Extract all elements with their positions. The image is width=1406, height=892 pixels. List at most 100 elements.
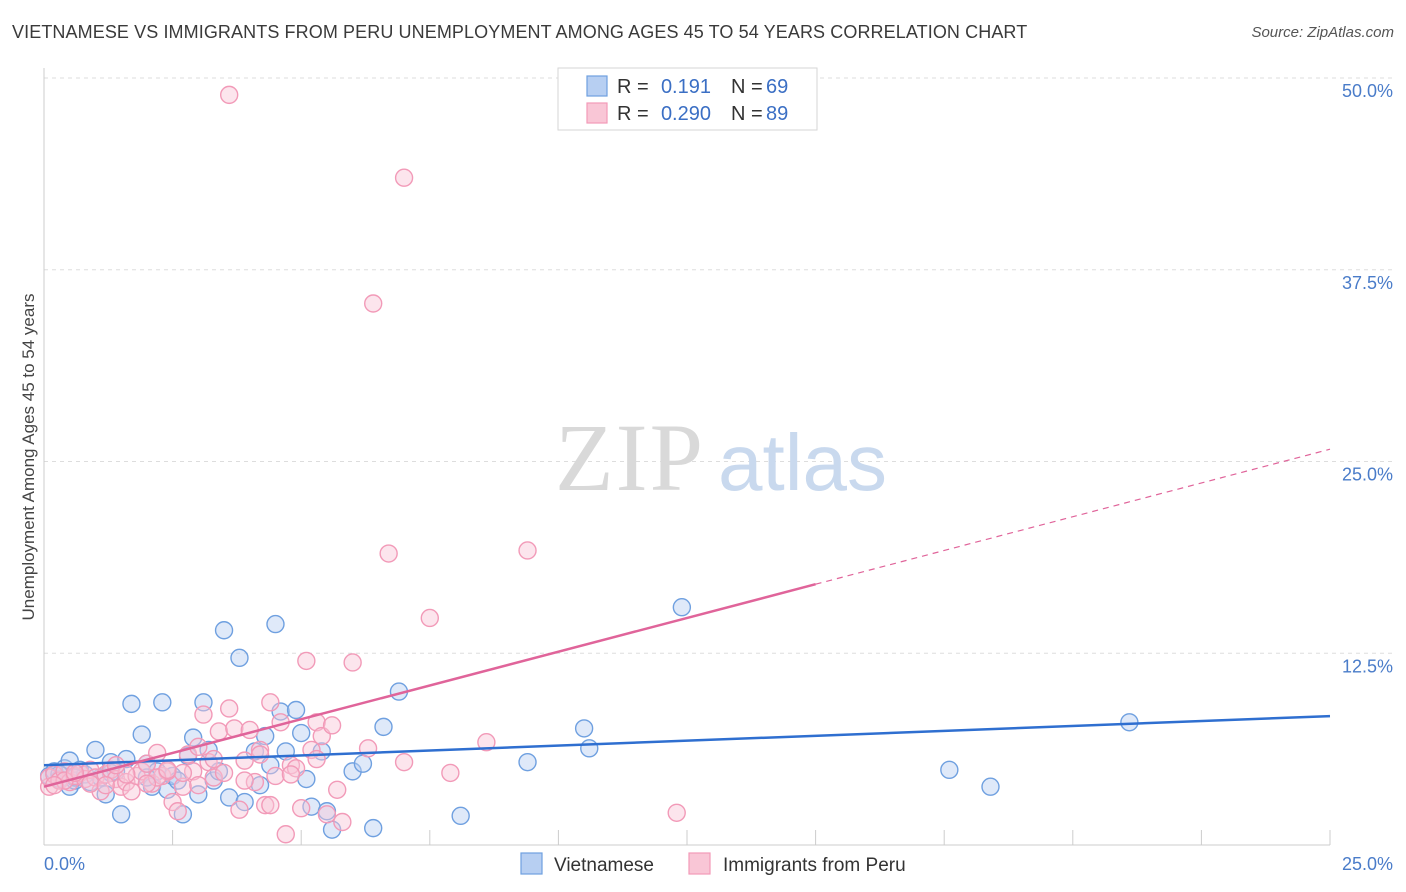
data-point xyxy=(158,760,177,780)
data-point xyxy=(122,694,141,714)
data-point xyxy=(230,800,249,819)
bottom-legend-swatch xyxy=(520,852,543,875)
y-tick-label: 12.5% xyxy=(1342,656,1393,676)
x-tick-label: 0.0% xyxy=(44,854,85,874)
legend-r-label: R = xyxy=(617,103,649,125)
data-point xyxy=(343,653,362,672)
data-point xyxy=(266,614,285,634)
y-tick-label: 37.5% xyxy=(1342,273,1393,293)
data-point xyxy=(518,752,537,772)
data-point xyxy=(374,717,393,737)
legend-n-label: N = xyxy=(731,76,763,98)
data-point xyxy=(255,795,275,815)
legend-swatch xyxy=(586,102,608,124)
data-point xyxy=(183,728,203,747)
data-point xyxy=(117,772,136,792)
data-point xyxy=(173,805,193,824)
legend-r-label: R = xyxy=(617,76,649,98)
trend-line xyxy=(43,583,816,788)
data-point xyxy=(86,740,105,760)
data-point xyxy=(292,723,311,743)
data-point xyxy=(250,740,270,760)
data-point xyxy=(122,782,141,801)
data-point xyxy=(132,725,151,744)
data-point xyxy=(168,802,187,821)
bottom-legend-label: Vietnamese xyxy=(554,855,654,876)
y-tick-label: 50.0% xyxy=(1342,81,1393,101)
data-point xyxy=(281,765,301,784)
data-point xyxy=(1120,713,1139,732)
data-point xyxy=(667,803,686,822)
data-point xyxy=(477,733,496,752)
legend-n-value: 89 xyxy=(766,103,788,125)
legend-n-value: 69 xyxy=(766,76,788,98)
data-point xyxy=(580,739,599,758)
data-point xyxy=(292,798,311,818)
data-point xyxy=(209,722,229,741)
data-point xyxy=(173,763,193,783)
data-point xyxy=(286,700,306,720)
data-point xyxy=(173,777,193,796)
data-point xyxy=(379,544,398,563)
data-point xyxy=(307,713,326,732)
data-point xyxy=(451,806,470,826)
data-point xyxy=(266,766,285,786)
trend-line xyxy=(43,714,1331,767)
data-point xyxy=(111,805,131,824)
data-point xyxy=(261,693,280,712)
data-point xyxy=(297,651,316,671)
data-point xyxy=(307,749,326,769)
data-point xyxy=(364,818,383,838)
bottom-legend-swatch xyxy=(688,852,711,875)
data-point xyxy=(261,795,280,815)
bottom-legend: Vietnamese Immigrants from Peru xyxy=(520,852,906,876)
data-point xyxy=(219,699,239,718)
data-point xyxy=(441,763,460,783)
legend-r-value: 0.191 xyxy=(661,76,711,98)
legend-r-value: 0.290 xyxy=(661,103,711,125)
data-point xyxy=(328,780,347,799)
data-point xyxy=(189,785,208,804)
data-point xyxy=(96,785,115,804)
legend-swatch xyxy=(586,75,608,97)
trend-lines xyxy=(43,448,1331,788)
data-point xyxy=(333,812,352,832)
data-point xyxy=(230,648,249,668)
data-point xyxy=(163,792,182,812)
data-point xyxy=(96,775,115,795)
data-point xyxy=(317,805,337,824)
data-point xyxy=(81,774,100,793)
data-point xyxy=(322,716,342,735)
data-point xyxy=(219,85,239,105)
data-point xyxy=(574,719,594,738)
data-point xyxy=(518,541,537,560)
data-point xyxy=(394,752,414,772)
data-point xyxy=(420,608,439,628)
data-point xyxy=(250,745,270,764)
watermark: ZIP atlas xyxy=(555,404,887,511)
data-point xyxy=(364,294,383,313)
data-point xyxy=(940,760,959,780)
data-point xyxy=(276,825,295,844)
gridlines xyxy=(44,77,1392,654)
data-point xyxy=(194,705,213,724)
axes xyxy=(43,68,1331,846)
watermark-atlas: atlas xyxy=(718,418,887,507)
data-point xyxy=(153,693,172,712)
y-tick-label: 25.0% xyxy=(1342,465,1393,485)
legend: R = 0.191 N = 69 R = 0.290 N = 89 xyxy=(557,67,818,131)
trend-line-extension xyxy=(815,448,1331,585)
data-point xyxy=(235,771,254,790)
data-point xyxy=(394,168,414,187)
data-point xyxy=(204,768,223,787)
data-point xyxy=(214,763,234,783)
y-axis-label: Unemployment Among Ages 45 to 54 years xyxy=(19,294,38,621)
x-tick-label: 25.0% xyxy=(1342,854,1393,874)
bottom-legend-label: Immigrants from Peru xyxy=(723,855,906,876)
data-point xyxy=(137,774,157,793)
legend-n-label: N = xyxy=(731,103,763,125)
data-point xyxy=(189,775,208,795)
watermark-zip: ZIP xyxy=(555,404,705,511)
chart-title: VIETNAMESE VS IMMIGRANTS FROM PERU UNEMP… xyxy=(12,22,1028,42)
